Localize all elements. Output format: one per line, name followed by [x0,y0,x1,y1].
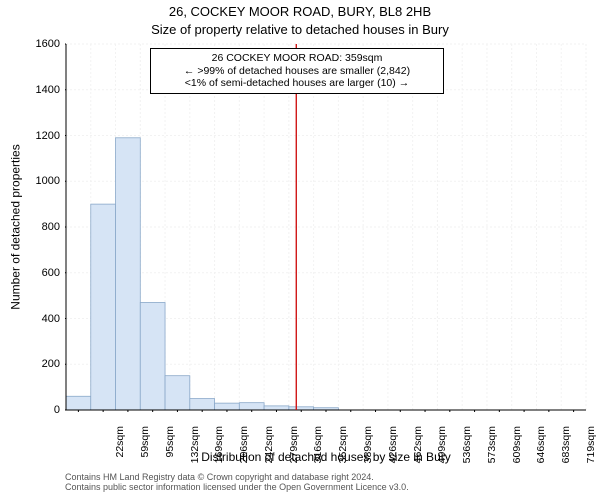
histogram-bar [190,399,215,410]
histogram-bar [140,302,165,410]
y-tick-label: 400 [20,313,60,325]
x-tick-label: 426sqm [387,426,399,472]
x-tick-label: 316sqm [312,426,324,472]
x-tick-label: 573sqm [486,426,498,472]
footer-line1: Contains HM Land Registry data © Crown c… [65,472,587,482]
x-tick-label: 279sqm [288,426,300,472]
annotation-line3: <1% of semi-detached houses are larger (… [157,77,437,90]
x-tick-label: 242sqm [263,426,275,472]
x-tick-label: 719sqm [585,426,597,472]
histogram-bar [66,396,91,410]
y-tick-label: 600 [20,267,60,279]
histogram-bar [264,406,289,410]
x-tick-label: 132sqm [189,426,201,472]
annotation-line2: ← >99% of detached houses are smaller (2… [157,65,437,78]
x-tick-label: 683sqm [560,426,572,472]
x-tick-label: 59sqm [139,426,151,472]
chart-title-line2: Size of property relative to detached ho… [0,22,600,37]
histogram-bar [116,138,141,410]
y-tick-label: 1600 [20,38,60,50]
y-tick-label: 1000 [20,175,60,187]
chart-svg [65,42,587,412]
chart-title-line1: 26, COCKEY MOOR ROAD, BURY, BL8 2HB [0,4,600,19]
footer-attribution: Contains HM Land Registry data © Crown c… [65,472,587,493]
x-tick-label: 536sqm [461,426,473,472]
histogram-bar [165,376,190,410]
x-tick-label: 206sqm [238,426,250,472]
plot-area [65,42,587,412]
x-tick-label: 499sqm [436,426,448,472]
footer-line2: Contains public sector information licen… [65,482,587,492]
annotation-line1: 26 COCKEY MOOR ROAD: 359sqm [157,52,437,65]
annotation-box: 26 COCKEY MOOR ROAD: 359sqm ← >99% of de… [150,48,444,94]
x-tick-label: 95sqm [164,426,176,472]
x-tick-label: 22sqm [114,426,126,472]
x-tick-label: 352sqm [337,426,349,472]
histogram-bar [215,403,240,410]
histogram-bar [91,204,116,410]
chart-container: 26, COCKEY MOOR ROAD, BURY, BL8 2HB Size… [0,0,600,500]
x-tick-label: 462sqm [412,426,424,472]
x-tick-label: 169sqm [213,426,225,472]
y-tick-label: 200 [20,358,60,370]
x-tick-label: 389sqm [362,426,374,472]
histogram-bar [239,403,264,410]
x-tick-label: 646sqm [535,426,547,472]
x-tick-label: 609sqm [511,426,523,472]
y-tick-label: 1400 [20,84,60,96]
y-tick-label: 0 [20,404,60,416]
y-tick-label: 1200 [20,130,60,142]
y-tick-label: 800 [20,221,60,233]
